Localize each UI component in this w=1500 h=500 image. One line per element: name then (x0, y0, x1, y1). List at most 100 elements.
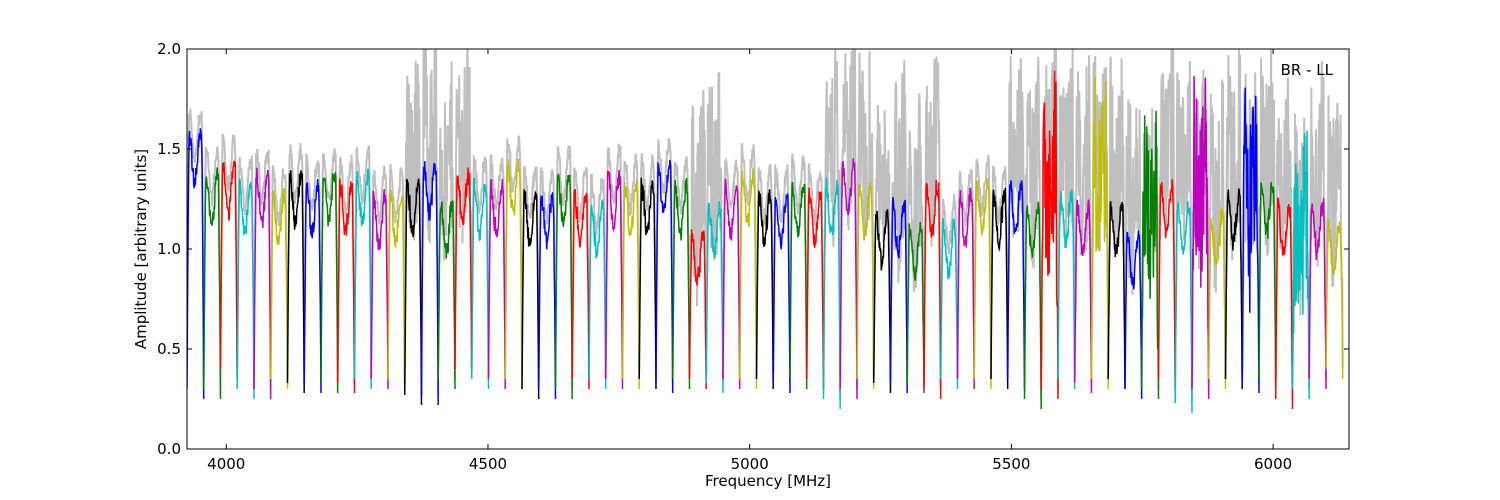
channel-line (269, 188, 289, 390)
background-channel-line (889, 60, 909, 384)
channel-line (872, 209, 892, 394)
channel-line (470, 177, 490, 390)
channel-line (939, 217, 959, 390)
background-channel-line (504, 135, 523, 380)
channel-line (1258, 181, 1277, 390)
x-tick-label: 6000 (1254, 455, 1292, 473)
channel-line (1174, 201, 1193, 414)
channel-line (571, 188, 590, 390)
channel-line (1274, 197, 1294, 410)
x-tick-label: 5000 (731, 455, 769, 473)
background-channel-line (956, 169, 976, 380)
background-channel-line (805, 163, 825, 380)
channel-line (889, 197, 908, 394)
channel-line (722, 178, 741, 390)
background-channel-line (621, 153, 641, 380)
background-channel-line (370, 165, 389, 380)
background-channel-line (537, 167, 557, 390)
channel-line (286, 170, 305, 394)
channel-line (219, 160, 238, 380)
x-tick-label: 4000 (207, 455, 245, 473)
background-channel-line (1274, 77, 1294, 400)
background-channel-line (1023, 56, 1043, 400)
channel-line (1006, 180, 1026, 390)
background-channel-line (202, 146, 222, 390)
background-channel-line (839, 49, 858, 390)
background-channel-line (822, 49, 842, 400)
background-channel-line (353, 145, 373, 380)
y-axis: 0.0 0.5 1.0 1.5 2.0 (157, 40, 1349, 458)
x-axis-label: Frequency [MHz] (705, 472, 831, 490)
y-tick-label: 0.0 (157, 440, 181, 458)
background-channel-line (219, 133, 239, 370)
background-channel-line (521, 166, 540, 390)
channel-line (1023, 201, 1042, 410)
channel-line (1191, 75, 1210, 400)
channel-line (956, 187, 975, 390)
channel-line (604, 169, 624, 390)
y-axis-label: Amplitude [arbitrary units] (132, 149, 150, 349)
channel-line (638, 177, 657, 390)
channel-line (1090, 76, 1109, 390)
channel-line (202, 167, 222, 400)
channel-line (839, 158, 858, 400)
channel-line (621, 179, 640, 390)
background-channel-line (906, 92, 925, 384)
x-tick-label: 5500 (992, 455, 1030, 473)
channel-line (521, 189, 540, 400)
channel-line (822, 177, 841, 410)
background-channel-line (872, 104, 892, 384)
channel-line (1308, 198, 1327, 390)
background-channel-line (554, 145, 574, 390)
background-channel-line (286, 142, 306, 384)
x-axis: 4000 4500 5000 5500 6000 (207, 49, 1292, 473)
channel-line (1140, 110, 1160, 400)
channel-line (755, 189, 774, 390)
background-channel-line (705, 72, 724, 384)
channel-line (1073, 199, 1093, 394)
background-channel-line (990, 165, 1009, 380)
channel-line (1207, 208, 1227, 390)
background-channel-line (487, 154, 507, 380)
background-channel-line (671, 155, 691, 380)
channel-line (789, 182, 808, 390)
background-channel-line (320, 148, 339, 384)
background-channel-line (772, 164, 791, 384)
channel-line (906, 221, 925, 394)
channel-line (487, 178, 506, 390)
channel-line (1224, 188, 1243, 390)
channel-line (990, 187, 1009, 390)
channel-line (588, 198, 607, 390)
channel-line (738, 168, 758, 390)
background-channel-line (387, 163, 406, 380)
background-channel-line (939, 193, 959, 380)
y-tick-label: 2.0 (157, 40, 181, 58)
channel-line (1107, 201, 1126, 390)
x-tick-label: 4500 (469, 455, 507, 473)
channel-line (420, 161, 439, 406)
channel-line (370, 189, 389, 390)
channel-line (336, 178, 356, 394)
channel-line (973, 178, 992, 390)
background-channel-line (588, 173, 607, 380)
background-channel-line (755, 163, 775, 380)
background-channel-line (236, 155, 255, 390)
background-channel-line (303, 153, 322, 384)
background-channel-line (1224, 49, 1244, 380)
channel-line (236, 177, 255, 400)
background-channel-line (403, 60, 423, 396)
background-channel-line (973, 154, 992, 380)
channel-line (705, 201, 724, 394)
background-channel-line (638, 153, 657, 380)
background-channel-line (1308, 60, 1327, 380)
channel-line (504, 158, 523, 390)
background-channel-line (789, 153, 808, 380)
channel-line (437, 200, 456, 390)
channel-line (320, 171, 339, 394)
channel-line (1124, 230, 1143, 400)
channel-line (1325, 219, 1344, 380)
background-channel-line (688, 90, 708, 380)
background-channel-line (722, 158, 741, 380)
channel-line (454, 167, 473, 380)
